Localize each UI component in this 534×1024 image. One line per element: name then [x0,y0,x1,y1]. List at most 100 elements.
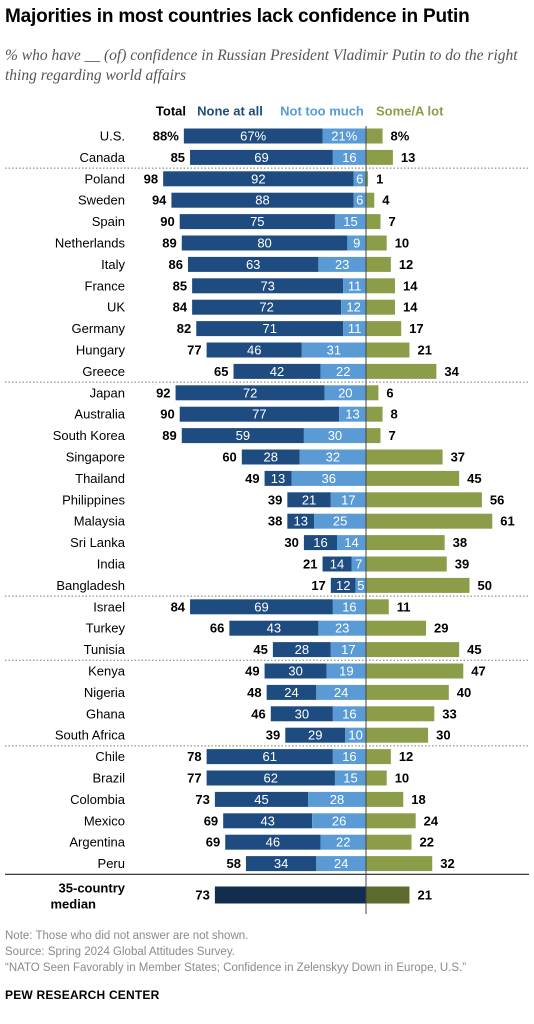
bar-some-a-lot [366,556,447,572]
value-some-a-lot: 37 [451,450,465,465]
value-not-too-much: 6 [356,171,363,186]
country-label: France [85,278,125,293]
bar-not-too-much [343,321,366,337]
median-label-line1: 35-country [59,881,126,896]
value-total: 66 [210,621,224,636]
value-not-too-much: 19 [339,664,353,679]
country-label: Japan [90,385,125,400]
value-some-a-lot: 34 [444,364,459,379]
value-total: 89 [162,236,176,251]
value-none-at-all: 63 [246,257,260,272]
value-none-at-all: 59 [236,428,250,443]
value-not-too-much: 15 [343,771,357,786]
value-none-at-all: 72 [259,300,273,315]
bar-not-too-much [318,620,366,636]
bar-none-at-all [171,192,354,208]
country-label: Bangladesh [56,578,125,593]
header-total: Total [156,104,186,119]
value-total: 69 [204,813,218,828]
value-some-a-lot: 11 [397,599,411,614]
value-some-a-lot: 22 [420,835,434,850]
bar-none-at-all [272,642,331,658]
value-none-at-all: 62 [264,771,278,786]
bar-not-too-much [334,770,366,786]
value-none-at-all: 30 [295,706,309,721]
value-some-a-lot: 18 [411,792,425,807]
bar-none-at-all [192,299,342,315]
bar-not-too-much [330,642,366,658]
bar-some-a-lot [366,235,387,251]
country-label: Australia [74,407,125,422]
value-total: 73 [195,792,209,807]
bar-not-too-much [341,299,366,315]
value-not-too-much: 23 [335,257,349,272]
bar-none-at-all [206,749,333,765]
value-none-at-all: 88 [255,193,269,208]
value-none-at-all: 75 [250,214,264,229]
value-total: 39 [266,728,280,743]
bar-not-too-much [351,556,366,572]
bar-some-a-lot [366,256,391,272]
value-some-a-lot: 50 [478,578,492,593]
value-some-a-lot: 8 [391,407,398,422]
country-label: Chile [95,749,125,764]
header-some-a-lot: Some/A lot [376,104,444,119]
bar-none-at-all [163,171,354,187]
bar-some-a-lot [366,856,433,872]
bar-not-too-much [332,706,366,722]
bar-not-too-much [337,535,366,551]
chart-notes: Note: Those who did not answer are not s… [5,928,466,976]
value-none-at-all: 71 [263,321,277,336]
value-median-total: 73 [195,888,209,903]
page-title: Majorities in most countries lack confid… [5,6,470,27]
value-total: 89 [162,428,176,443]
bar-some-a-lot [366,834,412,850]
value-none-at-all: 14 [330,557,344,572]
value-some-a-lot: 12 [399,257,413,272]
value-total: 21 [303,557,317,572]
bar-not-too-much [308,791,366,807]
report-title-line: “NATO Seen Favorably in Member States; C… [5,962,467,974]
value-total: 85 [173,278,187,293]
bar-not-too-much [339,406,366,422]
value-not-too-much: 31 [327,343,341,358]
chart-subtitle: % who have __ (of) confidence in Russian… [5,47,518,84]
header-not-too-much: Not too much [280,104,364,119]
value-not-too-much: 30 [328,428,342,443]
country-label: Philippines [62,492,125,507]
bar-some-a-lot [366,492,482,508]
bar-some-a-lot [366,171,369,187]
country-label: Italy [101,257,125,272]
value-not-too-much: 17 [341,492,355,507]
value-none-at-all: 24 [284,685,298,700]
value-total: 77 [187,771,201,786]
value-none-at-all: 13 [294,514,308,529]
value-not-too-much: 26 [332,813,346,828]
bar-not-too-much [318,256,366,272]
country-label: Nigeria [84,685,126,700]
bar-not-too-much [320,834,366,850]
bar-not-too-much [353,192,366,208]
value-some-a-lot: 32 [440,856,454,871]
value-total: 48 [247,685,261,700]
bar-not-too-much [355,577,366,593]
value-total: 90 [160,214,174,229]
value-some-a-lot: 38 [453,535,467,550]
value-not-too-much: 10 [348,728,362,743]
value-some-a-lot: 8% [391,129,410,144]
bar-not-too-much [347,235,366,251]
bar-none-at-all [225,834,321,850]
country-label: Hungary [76,343,126,358]
value-some-a-lot: 40 [457,685,471,700]
value-some-a-lot: 56 [490,492,504,507]
bar-some-a-lot [366,470,460,486]
value-some-a-lot: 21 [417,343,431,358]
value-some-a-lot: 29 [434,621,448,636]
country-label: India [97,557,126,572]
bar-not-too-much [301,342,366,358]
bar-some-a-lot [366,363,437,379]
value-some-a-lot: 33 [442,706,456,721]
bar-not-too-much [291,470,366,486]
country-label: Netherlands [55,236,126,251]
bar-some-a-lot [366,770,387,786]
